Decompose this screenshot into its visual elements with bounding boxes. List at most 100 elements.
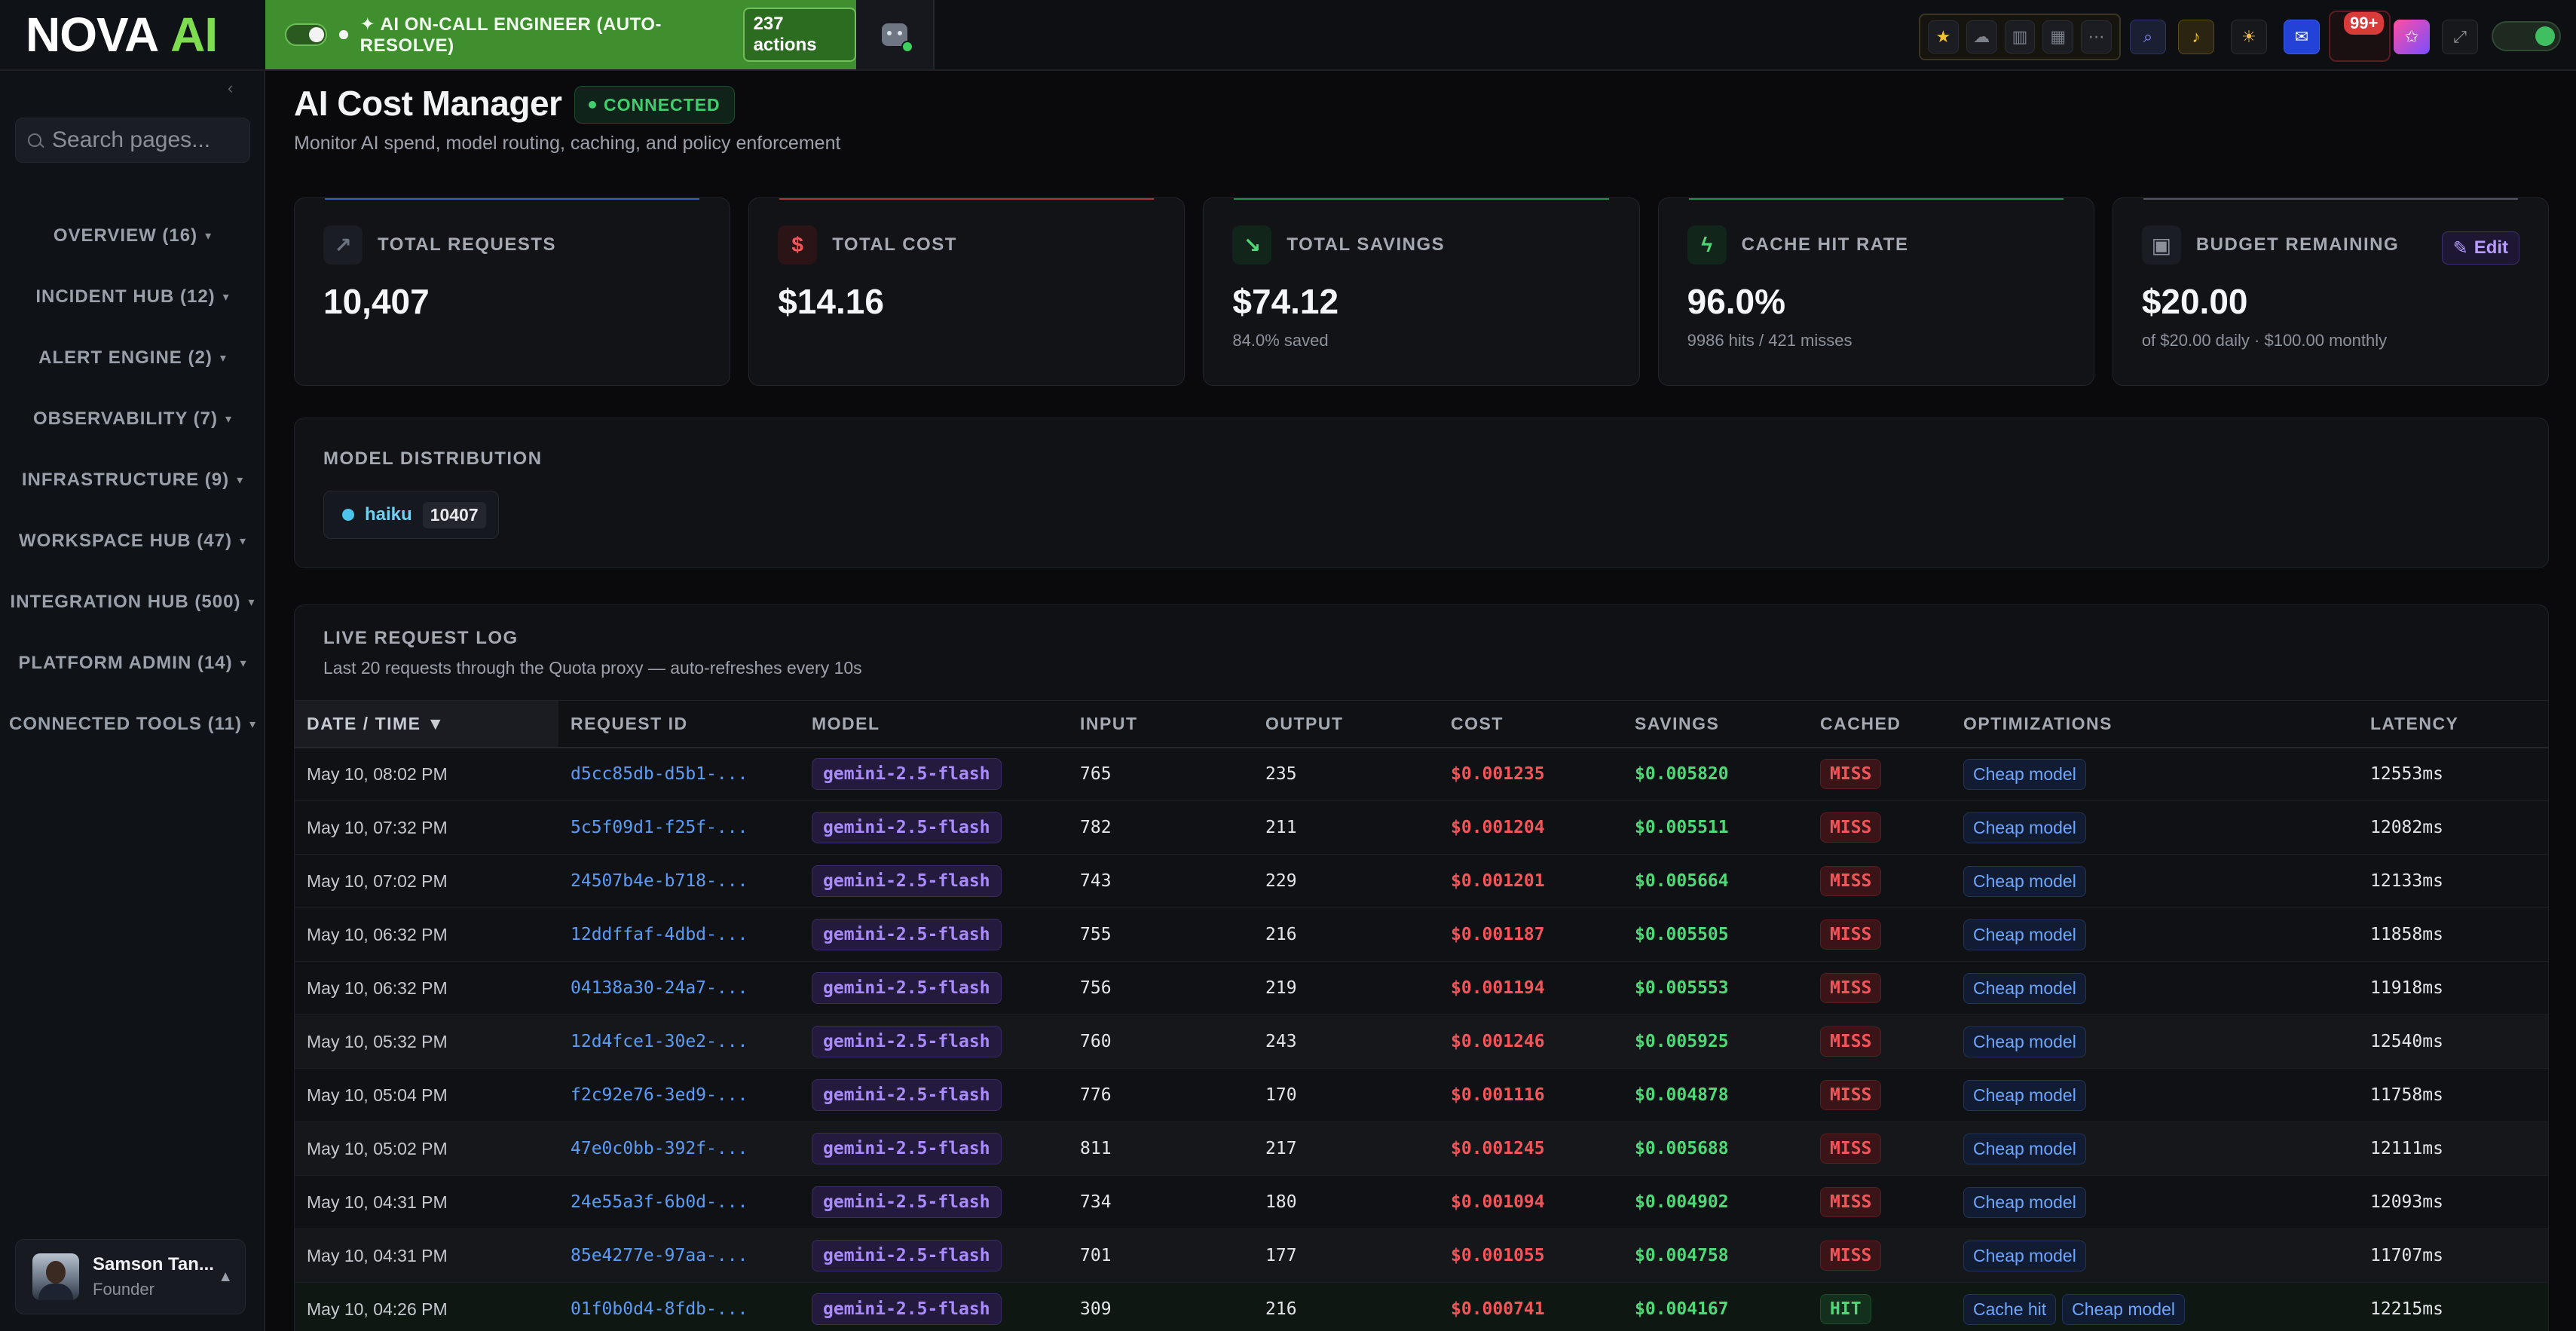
- search-button[interactable]: ⌕: [2130, 20, 2166, 54]
- table-row[interactable]: May 10, 04:26 PM 01f0b0d4-8fdb-... gemini-…: [295, 1282, 2548, 1331]
- cell-request-id[interactable]: 12d4fce1-30e2-...: [558, 1014, 800, 1069]
- cell-date: May 10, 07:32 PM: [295, 800, 558, 855]
- cell-date: May 10, 05:02 PM: [295, 1121, 558, 1176]
- table-row[interactable]: May 10, 06:32 PM 04138a30-24a7-... gemini-…: [295, 961, 2548, 1015]
- edit-budget-button[interactable]: ✎ Edit: [2441, 231, 2520, 265]
- sidebar-item-observability[interactable]: OBSERVABILITY (7) ▾: [0, 388, 265, 449]
- sidebar-item-overview[interactable]: OVERVIEW (16) ▾: [0, 205, 265, 266]
- cell-savings: $0.005505: [1623, 907, 1808, 962]
- notifications-button[interactable]: 99+: [2329, 11, 2391, 62]
- user-profile-card[interactable]: Samson Tan... Founder ▲: [15, 1239, 246, 1314]
- sidebar-item-infrastructure[interactable]: INFRASTRUCTURE (9) ▾: [0, 449, 265, 510]
- cell-output: 216: [1253, 907, 1439, 962]
- cell-request-id[interactable]: 5c5f09d1-f25f-...: [558, 800, 800, 855]
- sidebar-item-platform-admin[interactable]: PLATFORM ADMIN (14) ▾: [0, 632, 265, 693]
- model-pill: gemini-2.5-flash: [812, 1293, 1002, 1325]
- collapse-sidebar-icon[interactable]: ‹: [228, 78, 234, 97]
- cell-cost: $0.001094: [1439, 1175, 1623, 1229]
- table-row[interactable]: May 10, 05:04 PM f2c92e76-3ed9-... gemini-…: [295, 1068, 2548, 1122]
- cell-cached: MISS: [1808, 1228, 1951, 1283]
- chart-icon[interactable]: ▥: [2004, 20, 2036, 54]
- cell-request-id[interactable]: f2c92e76-3ed9-...: [558, 1068, 800, 1122]
- cell-optimizations: Cheap model: [1951, 1068, 2358, 1122]
- bell-button[interactable]: ♪: [2178, 20, 2214, 54]
- table-row[interactable]: May 10, 04:31 PM 24e55a3f-6b0d-... gemini-…: [295, 1175, 2548, 1229]
- cell-output: 217: [1253, 1121, 1439, 1176]
- chat-button[interactable]: ✉: [2284, 20, 2320, 54]
- brand-logo[interactable]: NOVA AI: [0, 0, 265, 69]
- cell-latency: 12553ms: [2358, 747, 2548, 801]
- sidebar-item-connected-tools[interactable]: CONNECTED TOOLS (11) ▾: [0, 693, 265, 754]
- cache-status-badge: MISS: [1820, 1134, 1882, 1164]
- cell-request-id[interactable]: 01f0b0d4-8fdb-...: [558, 1282, 800, 1331]
- column-header-output[interactable]: OUTPUT: [1253, 700, 1439, 748]
- status-dot-icon: [339, 30, 348, 39]
- cell-cost: $0.001246: [1439, 1014, 1623, 1069]
- search-input[interactable]: [52, 127, 240, 153]
- expand-icon: ⤢: [2453, 27, 2467, 46]
- cell-request-id[interactable]: 12ddffaf-4dbd-...: [558, 907, 800, 962]
- column-header-cost[interactable]: COST: [1439, 700, 1623, 748]
- table-row[interactable]: May 10, 06:32 PM 12ddffaf-4dbd-... gemini-…: [295, 907, 2548, 962]
- column-header-input[interactable]: INPUT: [1068, 700, 1253, 748]
- theme-button[interactable]: ☀: [2231, 20, 2267, 54]
- cell-request-id[interactable]: 24507b4e-b718-...: [558, 854, 800, 908]
- cell-input: 776: [1068, 1068, 1253, 1122]
- model-pill: gemini-2.5-flash: [812, 919, 1002, 950]
- table-row[interactable]: May 10, 07:32 PM 5c5f09d1-f25f-... gemini-…: [295, 800, 2548, 855]
- cell-savings: $0.005688: [1623, 1121, 1808, 1176]
- cell-optimizations: Cheap model: [1951, 1014, 2358, 1069]
- optimization-tag: Cache hit: [1963, 1293, 2057, 1325]
- cell-request-id[interactable]: 24e55a3f-6b0d-...: [558, 1175, 800, 1229]
- cell-request-id[interactable]: 47e0c0bb-392f-...: [558, 1121, 800, 1176]
- more-icon[interactable]: ⋯: [2081, 20, 2112, 54]
- sidebar-search[interactable]: [15, 118, 250, 163]
- calendar-icon[interactable]: ▦: [2042, 20, 2074, 54]
- column-header-optimizations[interactable]: OPTIMIZATIONS: [1951, 700, 2358, 748]
- model-pill: gemini-2.5-flash: [812, 972, 1002, 1004]
- sidebar-item-label: INFRASTRUCTURE (9): [21, 469, 230, 490]
- column-header-latency[interactable]: LATENCY: [2358, 700, 2548, 748]
- column-header-date[interactable]: DATE / TIME ▼: [295, 700, 558, 748]
- column-header-request-id[interactable]: REQUEST ID: [558, 700, 800, 748]
- cache-status-badge: MISS: [1820, 866, 1882, 896]
- kpi-card-budget-remaining: ▣ BUDGET REMAINING $20.00 of $20.00 dail…: [2112, 197, 2550, 386]
- star-icon[interactable]: ★: [1928, 20, 1959, 54]
- sidebar-item-incident-hub[interactable]: INCIDENT HUB (12) ▾: [0, 266, 265, 327]
- sidebar-item-integration-hub[interactable]: INTEGRATION HUB (500) ▾: [0, 571, 265, 632]
- cloud-icon[interactable]: ☁: [1966, 20, 1997, 54]
- sidebar-item-workspace-hub[interactable]: WORKSPACE HUB (47) ▾: [0, 510, 265, 571]
- dollar-icon: $: [778, 225, 818, 265]
- table-row[interactable]: May 10, 05:02 PM 47e0c0bb-392f-... gemini-…: [295, 1121, 2548, 1176]
- favorites-button[interactable]: ✩: [2394, 20, 2430, 54]
- bell-icon: ♪: [2192, 27, 2201, 46]
- model-chip-haiku[interactable]: haiku 10407: [323, 491, 499, 539]
- cell-savings: $0.004878: [1623, 1068, 1808, 1122]
- oncall-toggle[interactable]: [285, 23, 328, 46]
- table-row[interactable]: May 10, 07:02 PM 24507b4e-b718-... gemini-…: [295, 854, 2548, 908]
- cell-request-id[interactable]: 85e4277e-97aa-...: [558, 1228, 800, 1283]
- model-distribution-panel: MODEL DISTRIBUTION haiku 10407: [294, 418, 2549, 568]
- table-row[interactable]: May 10, 05:32 PM 12d4fce1-30e2-... gemini-…: [295, 1014, 2548, 1069]
- cell-request-id[interactable]: d5cc85db-d5b1-...: [558, 747, 800, 801]
- table-row[interactable]: May 10, 04:31 PM 85e4277e-97aa-... gemini-…: [295, 1228, 2548, 1283]
- cell-latency: 12111ms: [2358, 1121, 2548, 1176]
- sidebar-item-alert-engine[interactable]: ALERT ENGINE (2) ▾: [0, 327, 265, 388]
- ai-assistant-button[interactable]: [856, 0, 935, 69]
- kpi-cards: ↗ TOTAL REQUESTS 10,407 $ TOTAL COST $14…: [294, 197, 2550, 386]
- status-switch[interactable]: [2492, 21, 2561, 51]
- page-title: AI Cost Manager: [294, 84, 562, 123]
- cell-model: gemini-2.5-flash: [800, 800, 1068, 855]
- column-header-cached[interactable]: CACHED: [1808, 700, 1951, 748]
- actions-count-badge[interactable]: 237 actions: [742, 8, 856, 62]
- cell-savings: $0.005925: [1623, 1014, 1808, 1069]
- oncall-engineer-bar[interactable]: ✦ AI ON-CALL ENGINEER (AUTO-RESOLVE) 237…: [265, 0, 856, 69]
- fullscreen-button[interactable]: ⤢: [2442, 20, 2478, 54]
- table-row[interactable]: May 10, 08:02 PM d5cc85db-d5b1-... gemini-…: [295, 747, 2548, 801]
- cell-input: 755: [1068, 907, 1253, 962]
- column-header-savings[interactable]: SAVINGS: [1623, 700, 1808, 748]
- cell-model: gemini-2.5-flash: [800, 1068, 1068, 1122]
- sidebar-item-label: OBSERVABILITY (7): [32, 408, 218, 429]
- cell-request-id[interactable]: 04138a30-24a7-...: [558, 961, 800, 1015]
- column-header-model[interactable]: MODEL: [800, 700, 1068, 748]
